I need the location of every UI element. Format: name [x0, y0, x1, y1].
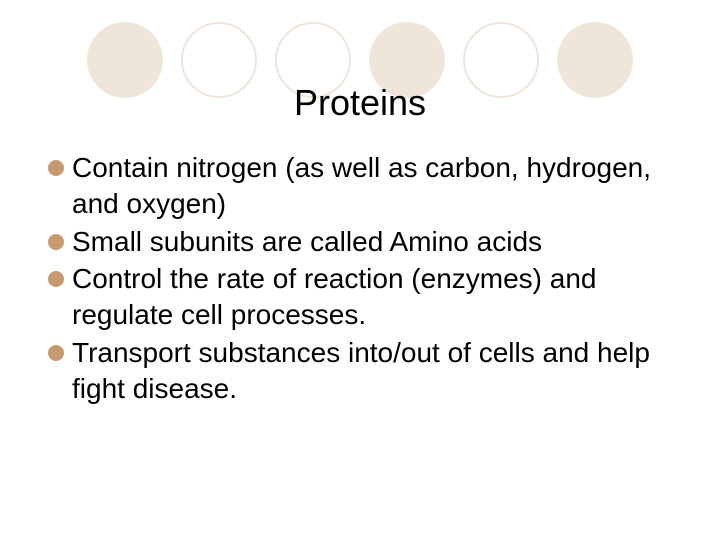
bullet-list: Contain nitrogen (as well as carbon, hyd… — [48, 150, 672, 409]
bullet-dot-icon — [48, 234, 64, 250]
bullet-item: Transport substances into/out of cells a… — [48, 335, 672, 407]
bullet-dot-icon — [48, 271, 64, 287]
slide-title: Proteins — [0, 82, 720, 124]
bullet-item: Contain nitrogen (as well as carbon, hyd… — [48, 150, 672, 222]
bullet-text: Control the rate of reaction (enzymes) a… — [72, 261, 672, 333]
bullet-text: Contain nitrogen (as well as carbon, hyd… — [72, 150, 672, 222]
bullet-item: Control the rate of reaction (enzymes) a… — [48, 261, 672, 333]
bullet-text: Transport substances into/out of cells a… — [72, 335, 672, 407]
bullet-dot-icon — [48, 345, 64, 361]
bullet-text: Small subunits are called Amino acids — [72, 224, 542, 260]
bullet-dot-icon — [48, 160, 64, 176]
bullet-item: Small subunits are called Amino acids — [48, 224, 672, 260]
